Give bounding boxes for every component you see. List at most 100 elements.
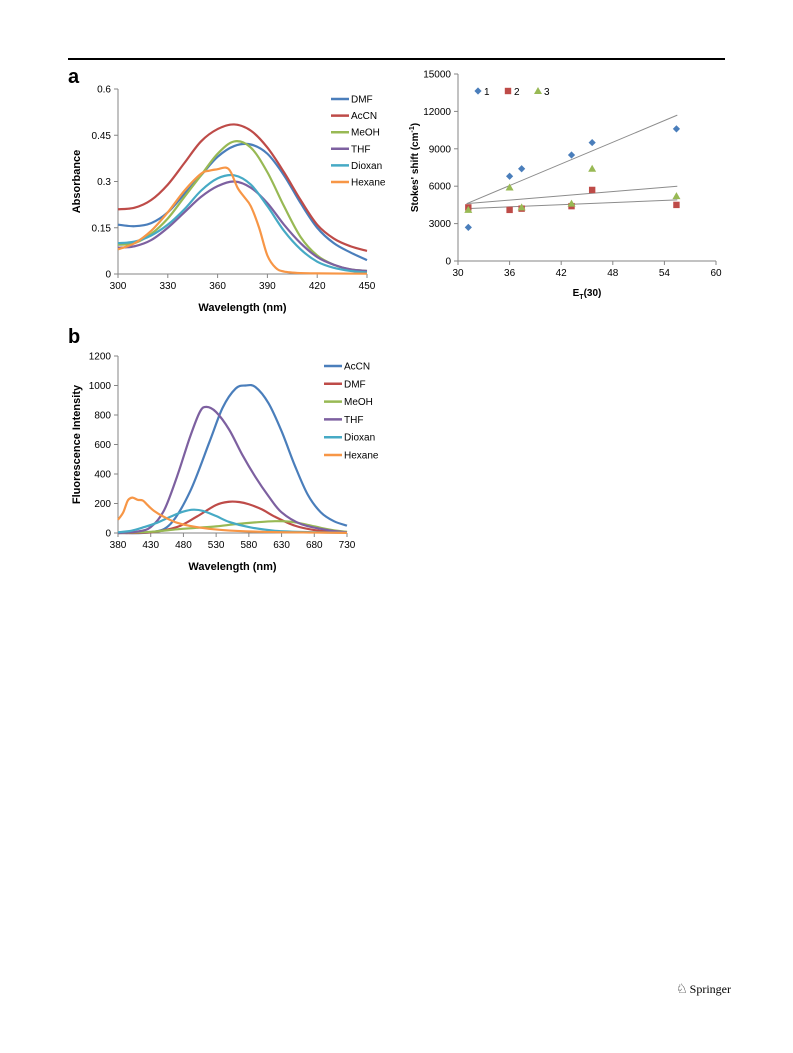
legend-label: Dioxan [351,161,382,172]
series-line-dioxan [117,173,368,274]
footer-publisher: ♘ Springer [676,981,731,997]
y-tick-label: 0.6 [97,85,111,96]
y-tick-label: 600 [94,440,111,451]
data-point-series-3 [588,164,597,172]
legend-marker [474,87,482,95]
chart-stokes-shift: 30 36 42 48 54 60 0 3000 6000 9000 12000 15000 ET(30… [409,70,722,302]
x-tick-label: 360 [209,281,226,292]
y-tick-label: 800 [94,411,111,422]
x-tick-label: 680 [306,540,323,551]
x-tick-label: 48 [607,268,619,279]
legend-label: THF [351,144,370,155]
legend-marker [534,87,542,94]
y-tick-label: 12000 [423,107,451,118]
data-point-series-3 [517,203,526,211]
trendline-2 [466,185,678,205]
y-tick-label: 0.3 [97,177,111,188]
data-point-series-3 [505,183,514,191]
y-tick-label: 3000 [429,219,452,230]
x-tick-label: 390 [259,281,276,292]
publisher-name: Springer [689,982,731,996]
data-point-series-1 [506,172,514,180]
y-axis-title: Stokes' shift (cm-1) [409,123,421,212]
series-line-hexane [117,166,368,275]
legend-label: DMF [344,379,366,390]
panel-label-a: a [68,66,80,88]
data-point-series-1 [464,223,472,231]
x-tick-label: 330 [159,281,176,292]
y-tick-label: 0 [445,257,451,268]
y-tick-label: 0.15 [92,223,112,234]
data-point-series-3 [464,205,473,213]
x-tick-label: 36 [504,268,516,279]
series-line-accn [117,383,348,535]
springer-horse-icon: ♘ [676,981,688,996]
x-tick-label: 380 [110,540,127,551]
x-tick-label: 54 [659,268,671,279]
x-tick-label: 42 [556,268,568,279]
x-axis-title: Wavelength (nm) [198,302,287,314]
x-axis-title: ET(30) [573,288,602,301]
legend-label: MeOH [344,397,373,408]
data-point-series-1 [672,125,681,133]
data-point-series-2 [673,201,680,209]
x-tick-label: 430 [142,540,159,551]
y-tick-label: 400 [94,470,111,481]
x-tick-label: 530 [208,540,225,551]
data-point-series-3 [567,199,576,207]
y-tick-label: 9000 [429,144,452,155]
chart-absorbance: 300 330 360 390 420 450 0 0.15 0.3 0.45 0.6 Wavelen… [71,85,386,315]
x-axis-title: Wavelength (nm) [188,561,277,573]
y-tick-label: 6000 [429,182,452,193]
x-tick-label: 420 [309,281,326,292]
y-axis-title: Fluorescence Intensity [71,384,83,504]
legend-label: AcCN [344,362,370,373]
x-tick-label: 300 [110,281,127,292]
data-point-series-1 [567,151,576,159]
y-axis-title: Absorbance [71,150,83,214]
data-point-series-2 [588,186,596,194]
data-point-series-3 [672,192,681,200]
series-line-accn [117,123,368,252]
y-tick-label: 0.45 [92,131,112,142]
trendline-1 [466,114,678,205]
x-tick-label: 60 [710,268,722,279]
header-rule [68,58,725,60]
legend-label: 3 [544,87,550,98]
legend-label: Hexane [344,451,379,462]
y-tick-label: 0 [105,529,111,540]
series-line-meoh [117,140,368,273]
series-line-thf [117,405,348,535]
data-point-series-1 [588,138,596,147]
legend-label: THF [344,415,363,426]
y-tick-label: 200 [94,499,111,510]
series-line-dioxan [117,508,348,534]
legend-label: Hexane [351,178,386,189]
x-tick-label: 580 [241,540,258,551]
legend-marker [504,87,512,95]
series-line-dmf [117,142,368,262]
series-line-thf [117,180,368,273]
data-point-series-2 [506,206,513,214]
x-tick-label: 730 [339,540,356,551]
series-line-hexane [117,496,348,534]
x-tick-label: 480 [175,540,192,551]
legend-label: MeOH [351,128,380,139]
y-tick-label: 1000 [89,381,112,392]
y-tick-label: 1200 [89,352,112,363]
x-tick-label: 30 [452,268,464,279]
y-tick-label: 0 [105,270,111,281]
x-tick-label: 450 [359,281,376,292]
chart-fluorescence: 380 430 480 530 580 630 680 730 0 200 400 600 800 100… [71,352,379,574]
legend-label: 2 [514,87,520,98]
legend-label: DMF [351,95,373,106]
series-line-dmf [117,500,348,535]
y-tick-label: 15000 [423,70,451,81]
legend-label: AcCN [351,111,377,122]
x-tick-label: 630 [273,540,290,551]
legend-label: Dioxan [344,433,375,444]
legend-label: 1 [484,87,490,98]
data-point-series-1 [518,165,526,173]
panel-label-b: b [68,326,81,348]
